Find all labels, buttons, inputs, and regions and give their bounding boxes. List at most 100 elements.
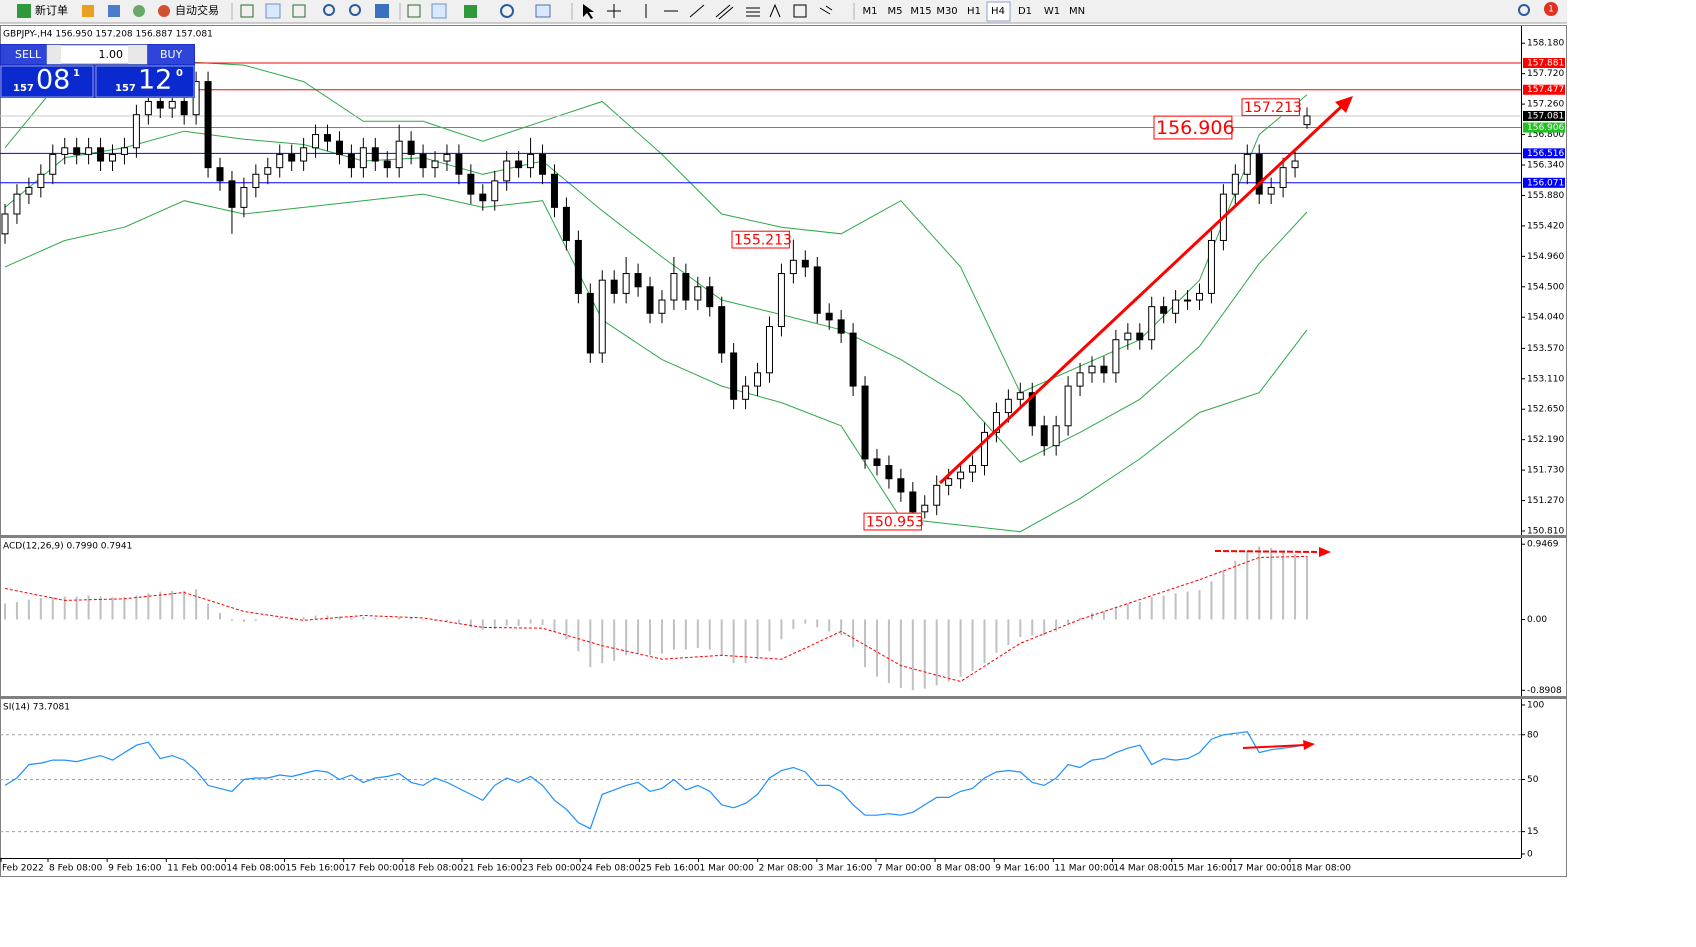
zoom-in[interactable] <box>323 4 335 16</box>
y-tick-label: 154.040 <box>1527 313 1564 323</box>
y-tick-label: 153.110 <box>1527 374 1564 384</box>
timeframe-button[interactable]: H4 <box>991 6 1005 17</box>
timeframe-button[interactable]: MN <box>1069 6 1085 17</box>
y-tick-label: 80 <box>1527 730 1539 740</box>
candle-body <box>574 239 582 294</box>
buy-button[interactable] <box>148 45 194 64</box>
arrow-tool[interactable] <box>819 5 833 15</box>
candle-body <box>765 326 773 374</box>
time-label: 11 Feb 00:00 <box>167 864 226 874</box>
auto-trading-icon[interactable] <box>158 5 170 17</box>
buy-price[interactable] <box>95 65 195 98</box>
candle-body <box>144 100 152 116</box>
candle-body <box>1124 332 1132 341</box>
timeframe-button[interactable]: M30 <box>936 6 957 17</box>
rsi-arrow-line <box>1242 744 1306 749</box>
zoom-out[interactable] <box>349 4 361 16</box>
icon[interactable] <box>431 3 447 19</box>
icon[interactable] <box>375 4 389 18</box>
timeframe-button[interactable]: M5 <box>888 6 903 17</box>
candle-body <box>622 273 630 294</box>
timeframe-button[interactable]: D1 <box>1018 6 1032 17</box>
time-label: 23 Feb 00:00 <box>522 864 581 874</box>
lots-up[interactable] <box>128 45 147 64</box>
sell-price[interactable] <box>0 65 94 98</box>
icon[interactable] <box>464 5 477 18</box>
time-label: 15 Mar 16:00 <box>1173 864 1233 874</box>
price-annotation: 155.213 <box>734 233 792 249</box>
auto-trading-button[interactable]: 自动交易 <box>175 3 219 17</box>
timeframe-button[interactable]: W1 <box>1044 6 1060 17</box>
candle-body <box>1076 372 1084 387</box>
sell-label[interactable]: SELL <box>15 48 42 61</box>
icon[interactable] <box>265 3 281 19</box>
icon[interactable] <box>292 4 306 18</box>
candle-body <box>395 140 403 169</box>
candle-body <box>228 180 236 208</box>
notification-badge[interactable] <box>1544 2 1558 16</box>
cursor-tool[interactable] <box>583 4 594 19</box>
timeframe-button[interactable]: M15 <box>910 6 931 17</box>
price-level-label: 157.881 <box>1527 59 1564 69</box>
y-tick-label: 151.270 <box>1527 496 1564 506</box>
candle-body <box>885 465 893 480</box>
channel-tool[interactable] <box>715 4 734 20</box>
icon[interactable] <box>407 4 421 18</box>
price-level-label: 157.081 <box>1527 111 1564 121</box>
icon[interactable] <box>108 5 120 17</box>
candle-body <box>921 504 929 513</box>
candle-body <box>312 134 320 149</box>
panel-title: ACD(12,26,9) 0.7990 0.7941 <box>3 542 132 552</box>
candle-body <box>1 213 9 235</box>
candle-body <box>1004 398 1012 414</box>
bollinger-middle <box>4 130 1308 463</box>
icon[interactable] <box>500 4 514 18</box>
time-label: 9 Feb 16:00 <box>108 864 162 874</box>
candle-body <box>37 173 45 189</box>
icon[interactable] <box>240 4 254 18</box>
trendline-tool[interactable] <box>689 4 705 18</box>
icon[interactable] <box>82 5 94 17</box>
candle-body <box>1303 115 1311 126</box>
icon[interactable] <box>535 4 551 18</box>
new-order-icon[interactable] <box>17 4 31 18</box>
candle-body <box>1184 299 1192 302</box>
candle-body <box>324 134 332 142</box>
candle-body <box>503 160 511 182</box>
time-label: 21 Feb 16:00 <box>463 864 522 874</box>
y-tick-label: 155.420 <box>1527 221 1564 231</box>
fibo-tool[interactable] <box>746 7 760 17</box>
time-label: 8 Feb 08:00 <box>49 864 103 874</box>
crosshair-tool[interactable] <box>607 4 621 18</box>
candle-body <box>646 286 654 314</box>
candle-body <box>849 332 857 387</box>
y-tick-label: 153.570 <box>1527 344 1564 354</box>
price-level-label: 156.906 <box>1527 123 1564 133</box>
label-tool[interactable] <box>793 4 807 18</box>
y-tick-label: 0 <box>1527 849 1533 859</box>
time-label: 2 Mar 08:00 <box>759 864 814 874</box>
candle-body <box>13 193 21 215</box>
timeframe-button[interactable]: H1 <box>967 6 981 17</box>
lots-down[interactable] <box>47 45 61 64</box>
time-label: 18 Feb 08:00 <box>404 864 463 874</box>
ask-big: 157 <box>115 83 136 94</box>
candle-body <box>777 273 785 328</box>
candle-body <box>562 206 570 241</box>
candle-body <box>539 153 547 175</box>
buy-label[interactable]: BUY <box>160 48 183 61</box>
price-annotation-box <box>731 230 790 249</box>
search[interactable] <box>1518 4 1530 16</box>
candle-body <box>586 292 594 354</box>
icon[interactable] <box>133 5 145 17</box>
panel-title: GBPJPY-,H4 156.950 157.208 156.887 157.0… <box>3 30 213 40</box>
plot: GBPJPY-,H4 156.950 157.208 156.887 157.0… <box>0 30 1565 874</box>
text-tool[interactable] <box>769 3 781 18</box>
toolbar: 新订单 自动交易 M1 M5 M15 M30 H1 H4 D1 W1 MN <box>0 0 1567 24</box>
candle-body <box>1052 425 1060 447</box>
timeframe-button[interactable]: M1 <box>863 6 878 17</box>
new-order-button[interactable]: 新订单 <box>35 3 68 17</box>
price-level-tag <box>1523 177 1565 188</box>
sell-button[interactable] <box>1 45 47 64</box>
y-tick-label: 50 <box>1527 775 1539 785</box>
